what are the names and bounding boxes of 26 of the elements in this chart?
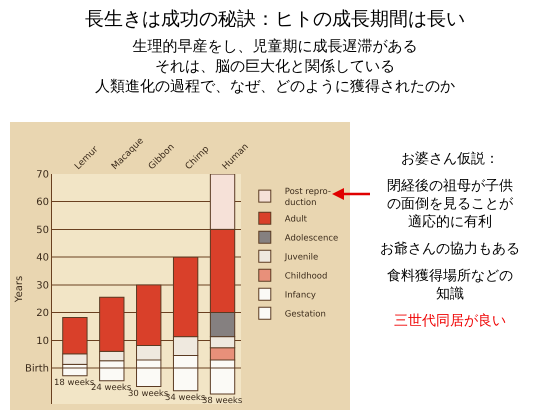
text: お婆さん仮説： xyxy=(400,150,500,168)
y-tick-label: 50 xyxy=(36,224,49,236)
legend-label: Adolescence xyxy=(284,234,338,244)
text: それは、脳の巨大化と関係している xyxy=(154,56,396,76)
legend-label: Infancy xyxy=(284,290,316,301)
text: 食料獲得場所などの知識 xyxy=(386,267,514,303)
legend-label: Childhood xyxy=(284,272,328,282)
legend-label: Post repro- duction xyxy=(284,186,331,208)
text: 人類進化の過程で、なぜ、どのように獲得されたのか xyxy=(94,76,456,96)
annotation: 38 weeks xyxy=(202,396,243,406)
text: お爺さんの協力もある xyxy=(379,240,521,258)
legend-label: Juvenile xyxy=(284,252,318,263)
y-tick-label: 20 xyxy=(36,308,49,320)
legend-label: Gestation xyxy=(284,310,326,320)
y-tick-label: 10 xyxy=(36,336,49,347)
y-tick-label: Birth xyxy=(24,363,49,374)
text: 生理的早産をし、児童期に成長遅滞がある xyxy=(132,37,418,55)
text: 閉経後の祖母が子供の面倒を見ることが適応的に有利 xyxy=(386,177,514,231)
y-tick-label: 40 xyxy=(36,252,49,264)
chart-title: 長生きは成功の秘訣：ヒトの成長期間は長い xyxy=(84,7,466,32)
y-tick-label: 70 xyxy=(36,170,49,180)
y-axis-title: Years xyxy=(14,276,25,304)
legend-label: Adult xyxy=(284,214,308,225)
y-tick-label: 30 xyxy=(36,280,49,292)
text: 三世代同居が良い xyxy=(393,312,507,330)
y-tick-label: 60 xyxy=(36,197,49,208)
